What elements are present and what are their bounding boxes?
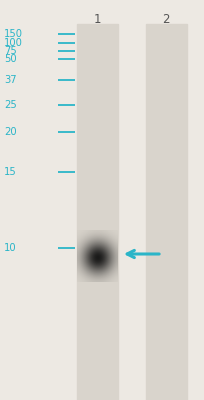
Text: 2: 2: [162, 13, 169, 26]
Text: 10: 10: [4, 243, 17, 253]
Text: 1: 1: [93, 13, 101, 26]
Bar: [145, 24, 186, 400]
Text: 37: 37: [4, 75, 17, 85]
Text: 50: 50: [4, 54, 17, 64]
Text: 20: 20: [4, 127, 17, 137]
Bar: [76, 24, 117, 400]
Text: 100: 100: [4, 38, 23, 48]
Text: 15: 15: [4, 167, 17, 177]
Text: 75: 75: [4, 46, 17, 56]
Text: 150: 150: [4, 29, 23, 39]
Text: 25: 25: [4, 100, 17, 110]
